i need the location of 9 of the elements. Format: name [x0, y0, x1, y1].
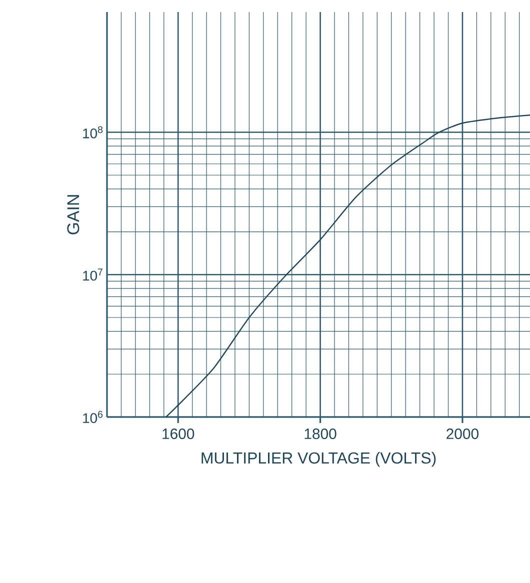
- x-tick-label: 2000: [446, 428, 478, 440]
- y-tick-label: 10$^{7}$: [83, 268, 102, 281]
- line-series: [165, 114, 530, 417]
- x-tick-label: 1800: [304, 428, 336, 440]
- y-tick-label: 10$^{6}$: [83, 410, 103, 424]
- y-tick-label: 10$^{8}$: [83, 126, 103, 138]
- y-axis-title: GAIN: [67, 195, 80, 234]
- x-axis-title: MULTIPLIER VOLTAGE (VOLTS): [202, 452, 436, 467]
- x-tick-label: 1600: [162, 428, 194, 440]
